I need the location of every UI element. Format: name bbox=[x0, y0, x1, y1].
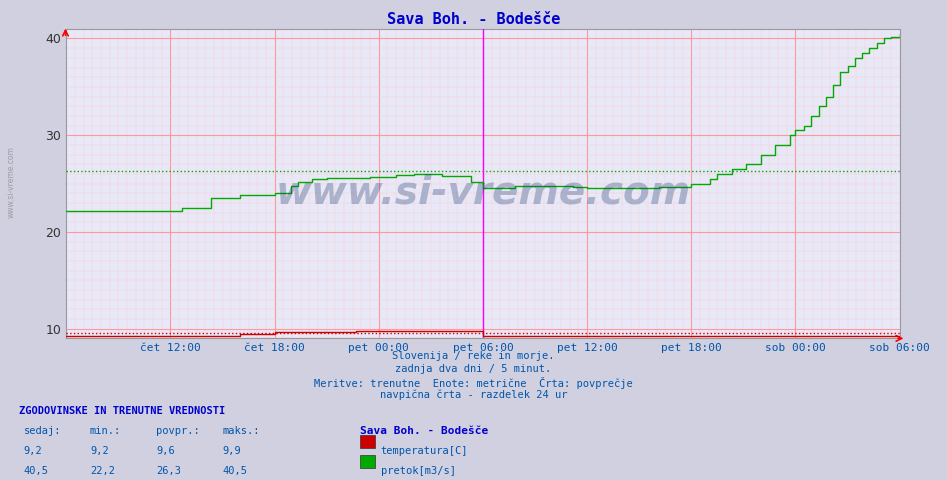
Text: 9,9: 9,9 bbox=[223, 446, 241, 456]
Text: navpična črta - razdelek 24 ur: navpična črta - razdelek 24 ur bbox=[380, 389, 567, 400]
Text: Meritve: trenutne  Enote: metrične  Črta: povprečje: Meritve: trenutne Enote: metrične Črta: … bbox=[314, 377, 633, 389]
Text: maks.:: maks.: bbox=[223, 426, 260, 436]
Text: Sava Boh. - Bodešče: Sava Boh. - Bodešče bbox=[360, 426, 488, 436]
Text: sedaj:: sedaj: bbox=[24, 426, 62, 436]
Text: 9,2: 9,2 bbox=[90, 446, 109, 456]
Text: Slovenija / reke in morje.: Slovenija / reke in morje. bbox=[392, 351, 555, 361]
Text: 40,5: 40,5 bbox=[223, 466, 247, 476]
Text: povpr.:: povpr.: bbox=[156, 426, 200, 436]
Text: Sava Boh. - Bodešče: Sava Boh. - Bodešče bbox=[386, 12, 561, 27]
Text: 40,5: 40,5 bbox=[24, 466, 48, 476]
Text: min.:: min.: bbox=[90, 426, 121, 436]
Text: 26,3: 26,3 bbox=[156, 466, 181, 476]
Text: www.si-vreme.com: www.si-vreme.com bbox=[7, 146, 16, 218]
Text: 22,2: 22,2 bbox=[90, 466, 115, 476]
Text: www.si-vreme.com: www.si-vreme.com bbox=[276, 174, 690, 212]
Text: 9,2: 9,2 bbox=[24, 446, 43, 456]
Text: zadnja dva dni / 5 minut.: zadnja dva dni / 5 minut. bbox=[396, 364, 551, 374]
Text: temperatura[C]: temperatura[C] bbox=[381, 446, 468, 456]
Text: pretok[m3/s]: pretok[m3/s] bbox=[381, 466, 456, 476]
Text: ZGODOVINSKE IN TRENUTNE VREDNOSTI: ZGODOVINSKE IN TRENUTNE VREDNOSTI bbox=[19, 406, 225, 416]
Text: 9,6: 9,6 bbox=[156, 446, 175, 456]
